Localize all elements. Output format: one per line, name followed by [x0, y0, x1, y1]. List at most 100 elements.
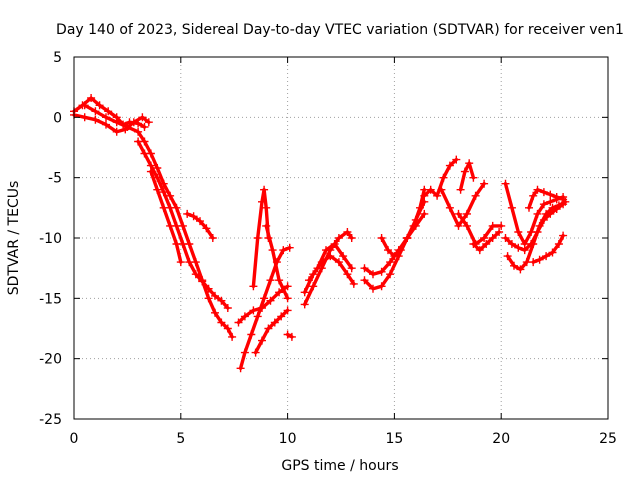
data-point: [260, 294, 269, 303]
series-line: [307, 242, 354, 282]
y-axis-label: SDTVAR / TECUs: [6, 181, 22, 296]
data-point: [146, 167, 155, 176]
data-point: [347, 264, 356, 273]
data-point: [258, 197, 266, 206]
data-point: [287, 332, 296, 341]
data-point: [463, 209, 471, 218]
data-point: [112, 118, 121, 127]
data-point: [270, 318, 279, 327]
data-point: [166, 191, 175, 200]
data-point: [234, 318, 243, 327]
data-point: [514, 243, 523, 252]
data-point: [283, 306, 292, 315]
data-point: [454, 209, 463, 218]
series-arc-6: [183, 209, 217, 242]
data-point: [217, 318, 226, 327]
series-arc-4: [134, 137, 232, 312]
x-tick-label: 10: [279, 431, 297, 447]
data-point: [211, 291, 219, 300]
data-point: [369, 284, 377, 293]
data-point: [377, 282, 386, 291]
data-point: [300, 288, 309, 297]
data-point: [471, 191, 480, 200]
data-point: [240, 348, 249, 357]
data-point: [469, 173, 478, 182]
data-point: [445, 203, 454, 212]
series-arc-5: [146, 167, 185, 267]
data-point: [228, 332, 237, 341]
data-point: [102, 113, 110, 122]
data-point: [420, 209, 429, 218]
axis-ticks: 0 5 10 15 20 25 5 0 -5 -10 -15 -20 -25: [39, 50, 617, 447]
data-point: [396, 246, 405, 255]
data-point: [305, 276, 313, 285]
data-point: [360, 276, 369, 285]
data-point: [277, 312, 286, 321]
data-point: [91, 107, 100, 116]
x-tick-label: 0: [70, 431, 79, 447]
data-point: [283, 282, 292, 291]
series-arc-15: [305, 240, 356, 285]
data-point: [377, 267, 386, 276]
data-point: [326, 252, 335, 261]
x-tick-label: 15: [385, 431, 403, 447]
data-point: [102, 120, 110, 129]
data-point: [529, 191, 538, 200]
data-point: [334, 234, 343, 242]
x-tick-label: 5: [176, 431, 185, 447]
data-series: [70, 94, 570, 373]
data-point: [469, 240, 478, 248]
data-point: [539, 188, 548, 197]
data-point: [475, 246, 484, 255]
series-line: [422, 157, 458, 198]
data-point: [360, 264, 369, 273]
series-line: [264, 224, 290, 300]
data-point: [104, 107, 113, 116]
data-point: [339, 252, 348, 261]
data-point: [249, 306, 258, 315]
data-point: [87, 94, 96, 102]
data-point: [539, 200, 548, 209]
data-point: [208, 234, 217, 242]
data-point: [343, 228, 352, 236]
data-point: [264, 324, 273, 333]
chart-title: Day 140 of 2023, Sidereal Day-to-day VTE…: [56, 22, 624, 38]
data-point: [510, 261, 518, 270]
data-point: [80, 113, 89, 122]
data-point: [283, 294, 292, 303]
y-tick-label: -20: [39, 352, 62, 368]
data-point: [369, 270, 377, 279]
data-point: [166, 221, 175, 230]
grid: [74, 57, 608, 419]
series-arc-19: [420, 155, 461, 200]
data-point: [403, 234, 412, 242]
data-point: [202, 224, 211, 233]
y-tick-label: -10: [39, 231, 62, 247]
y-tick-label: 5: [53, 50, 62, 66]
series-arc-8: [234, 282, 292, 327]
data-point: [247, 330, 256, 339]
data-point: [495, 228, 504, 236]
data-point: [420, 191, 429, 200]
data-point: [283, 330, 292, 339]
data-point: [153, 164, 162, 172]
data-point: [313, 264, 322, 273]
data-point: [488, 221, 497, 230]
series-line: [503, 181, 565, 246]
data-point: [185, 258, 194, 267]
data-point: [463, 221, 471, 230]
data-point: [501, 179, 510, 188]
series-line: [253, 308, 290, 355]
data-point: [129, 118, 138, 127]
data-point: [480, 179, 489, 188]
data-point: [559, 195, 568, 204]
data-point: [507, 203, 516, 212]
data-point: [266, 296, 275, 305]
data-point: [503, 252, 512, 261]
data-point: [529, 258, 538, 267]
series-arc-23: [469, 228, 504, 255]
data-point: [386, 270, 395, 279]
data-point: [285, 243, 294, 252]
x-tick-label: 25: [599, 431, 617, 447]
